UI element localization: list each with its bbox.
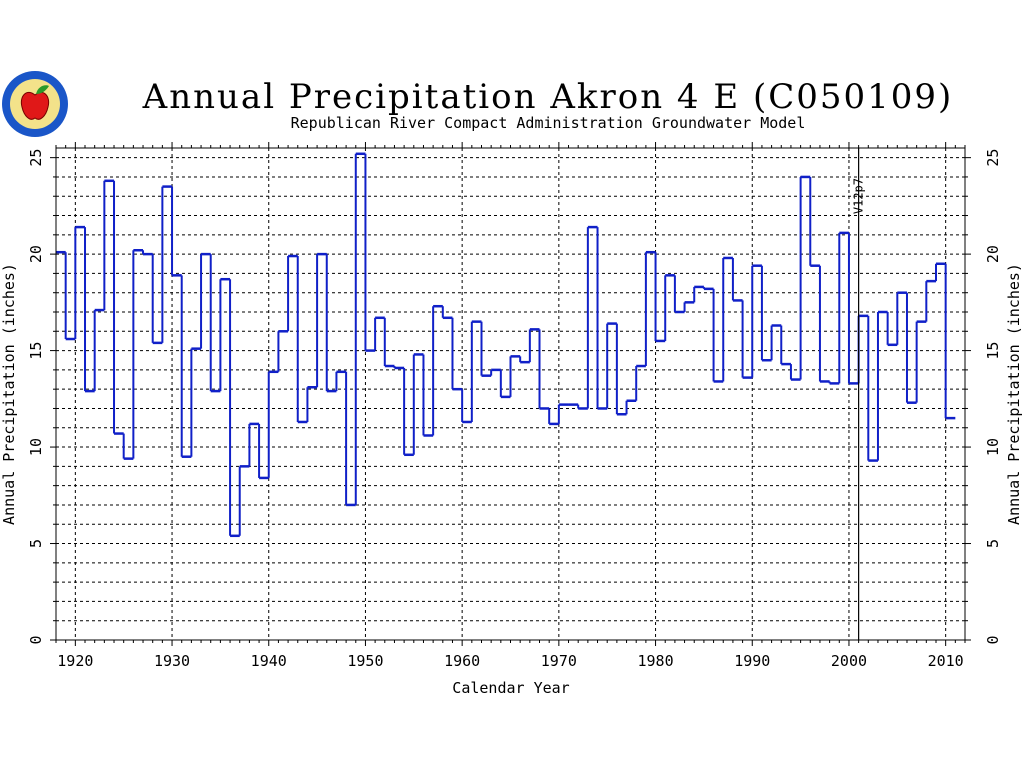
axis-ticks: 0 0 5 5 10 10 15 15 20 20 25 25 1920 1930 1940 1950 1960… [27,142,1002,670]
y-tick-label-left: 25 [27,149,45,167]
x-axis-label: Calendar Year [452,679,569,697]
x-tick-label: 1950 [347,652,383,670]
y-tick-label-right: 15 [984,342,1002,360]
series-precipitation [56,152,956,538]
x-tick-label: 1980 [637,652,673,670]
y-tick-label-right: 0 [984,635,1002,644]
marker-label: V12p7 [852,178,866,214]
y-tick-label-right: 5 [984,539,1002,548]
y-tick-label-left: 5 [27,539,45,548]
x-tick-label: 1990 [734,652,770,670]
grid-lines [56,148,965,640]
x-tick-label: 1960 [444,652,480,670]
y-tick-label-left: 10 [27,438,45,456]
logo [2,71,68,137]
y-tick-label-right: 10 [984,438,1002,456]
y-tick-label-left: 0 [27,635,45,644]
y-axis-label-left: Annual Precipitation (inches) [0,263,18,525]
x-tick-label: 1970 [541,652,577,670]
reference-marker: V12p7 [852,148,866,640]
leaf-icon [36,85,49,94]
y-axis-label-right: Annual Precipitation (inches) [1005,263,1023,525]
x-tick-label: 2000 [831,652,867,670]
y-tick-label-right: 20 [984,245,1002,263]
chart-subtitle: Republican River Compact Administration … [291,114,806,132]
x-tick-label: 1920 [57,652,93,670]
apple-icon [20,91,50,120]
y-tick-label-right: 25 [984,149,1002,167]
x-tick-label: 1940 [251,652,287,670]
x-tick-label: 2010 [928,652,964,670]
x-tick-label: 1930 [154,652,190,670]
chart-title: Annual Precipitation Akron 4 E (C050109) [142,77,954,117]
y-tick-label-left: 15 [27,342,45,360]
y-tick-label-left: 20 [27,245,45,263]
